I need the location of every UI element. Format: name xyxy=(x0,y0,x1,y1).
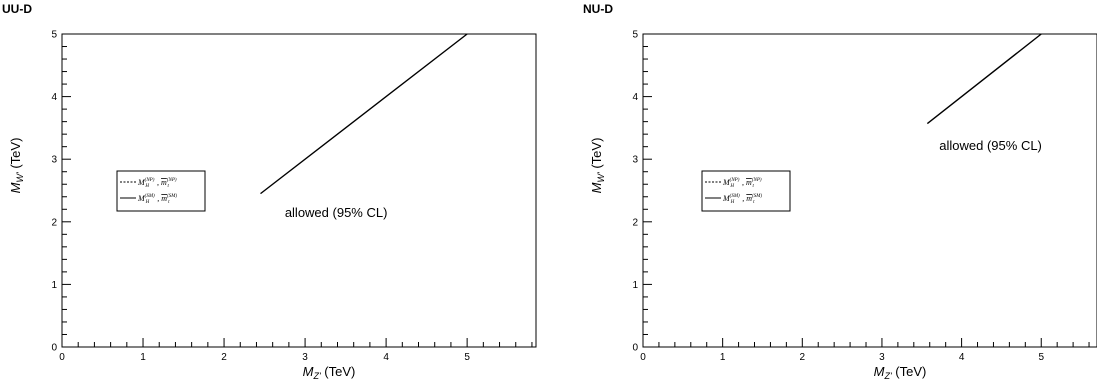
x-tick-label: 0 xyxy=(640,352,646,363)
y-tick-label: 4 xyxy=(632,92,638,103)
series-line-1 xyxy=(260,33,468,195)
y-tick-label: 1 xyxy=(51,280,57,291)
y-tick-label: 3 xyxy=(51,155,57,166)
y-tick-label: 3 xyxy=(632,155,638,166)
y-tick-label: 0 xyxy=(632,343,638,354)
x-tick-label: 5 xyxy=(464,352,470,363)
y-tick-label: 1 xyxy=(632,280,638,291)
series-line-1 xyxy=(926,33,1042,125)
legend: M(NP) H, m(NP) t M(SM) H, m(SM) t xyxy=(116,170,206,212)
legend-label: M(NP) H, m(NP) t xyxy=(137,178,177,189)
legend: M(NP) H, m(NP) t M(SM) H, m(SM) t xyxy=(701,170,791,212)
chart-panel-2: NU-D 0 1 2 3 4 5 0 1 2 3 4 5 MZ' (TeV) MW' (TeV) allowe… xyxy=(583,2,1097,381)
x-tick-label: 3 xyxy=(879,352,885,363)
plot-frame xyxy=(642,33,1097,348)
x-tick-label: 0 xyxy=(59,352,65,363)
allowed-annotation: allowed (95% CL) xyxy=(939,138,1042,153)
x-tick-label: 3 xyxy=(302,352,308,363)
y-tick-label: 0 xyxy=(51,343,57,354)
legend-label: M(SM) H, m(SM) t xyxy=(722,194,762,205)
y-axis-title: MW' (TeV) xyxy=(8,138,25,194)
legend-label: M(NP) H, m(NP) t xyxy=(722,178,762,189)
legend-box xyxy=(116,170,206,212)
x-tick-label: 4 xyxy=(383,352,389,363)
y-tick-label: 5 xyxy=(51,30,57,41)
legend-box xyxy=(701,170,791,212)
y-tick-label: 4 xyxy=(51,92,57,103)
x-tick-label: 4 xyxy=(959,352,965,363)
y-tick-label: 2 xyxy=(51,217,57,228)
y-tick-label: 2 xyxy=(632,217,638,228)
x-axis-title: MZ' (TeV) xyxy=(303,364,356,381)
plot-frame xyxy=(61,33,537,348)
y-axis-title: MW' (TeV) xyxy=(589,138,606,194)
x-tick-label: 5 xyxy=(1038,352,1044,363)
x-tick-label: 1 xyxy=(140,352,146,363)
panel-title: UU-D xyxy=(2,2,32,16)
x-axis-title: MZ' (TeV) xyxy=(874,364,927,381)
y-tick-label: 5 xyxy=(632,30,638,41)
chart-panel-1: UU-D 0 1 2 3 4 5 0 1 2 3 4 5 MZ' (TeV) MW' (TeV) allowe… xyxy=(2,2,537,381)
x-tick-label: 2 xyxy=(800,352,806,363)
x-tick-label: 1 xyxy=(720,352,726,363)
allowed-annotation: allowed (95% CL) xyxy=(285,205,388,220)
legend-label: M(SM) H, m(SM) t xyxy=(137,194,177,205)
panel-title: NU-D xyxy=(583,2,613,16)
x-tick-label: 2 xyxy=(221,352,227,363)
